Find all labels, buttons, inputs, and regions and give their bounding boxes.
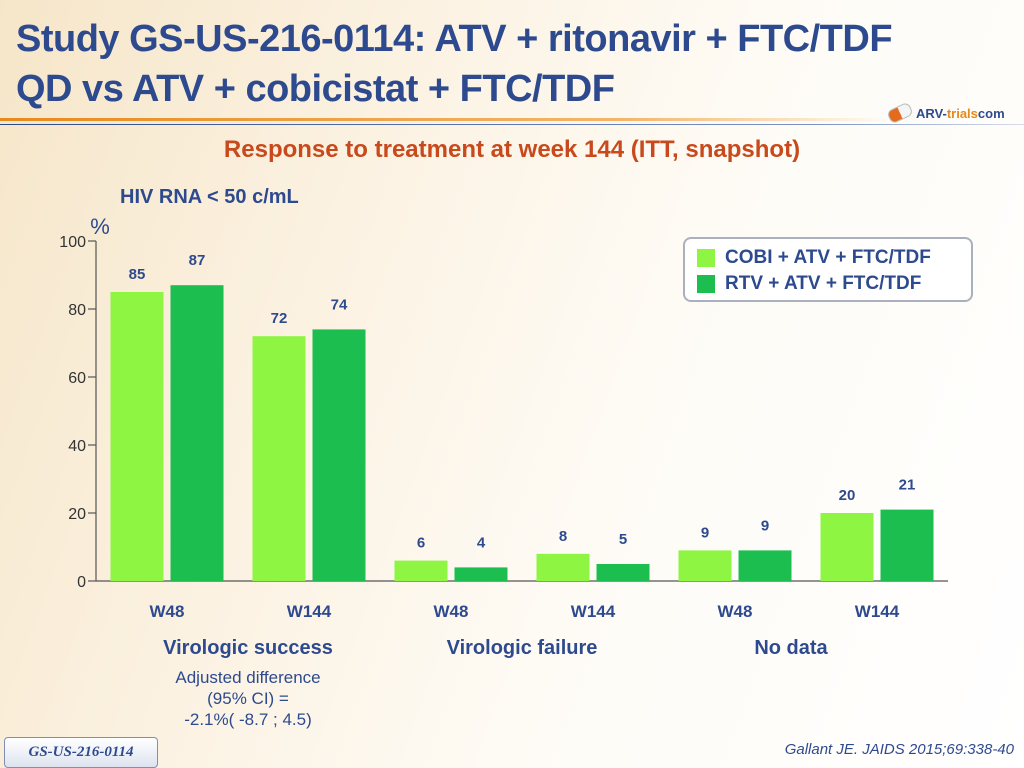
legend-item-rtv: RTV + ATV + FTC/TDF: [697, 271, 959, 297]
group-label-virologic-success: Virologic success: [163, 637, 333, 659]
bar-cobi-2: [394, 560, 448, 581]
bar-cobi-4: [678, 550, 732, 581]
data-label: 21: [899, 477, 916, 494]
bar-rtv-3: [596, 564, 650, 581]
bar-rtv-0: [170, 285, 224, 581]
title-underline: [0, 118, 890, 121]
y-tick-label: 100: [59, 234, 86, 251]
bar-cobi-1: [252, 336, 306, 581]
citation: Gallant JE. JAIDS 2015;69:338-40: [784, 741, 1014, 758]
bar-rtv-4: [738, 550, 792, 581]
data-label: 74: [331, 296, 348, 313]
x-tick-label: W144: [571, 602, 616, 621]
bar-cobi-3: [536, 553, 590, 581]
data-label: 20: [839, 487, 856, 504]
arv-trials-logo: ARV-trialscom: [886, 100, 1018, 126]
logo-text: ARV-trialscom: [916, 106, 1005, 121]
logo-accent: trials: [946, 105, 978, 121]
bar-cobi-0: [110, 292, 164, 581]
y-tick-label: 40: [68, 438, 86, 455]
measure-label: HIV RNA < 50 c/mL: [120, 186, 299, 208]
x-tick-label: W144: [287, 602, 332, 621]
x-tick-label: W48: [150, 602, 185, 621]
title-line-1: Study GS-US-216-0114: ATV + ritonavir + …: [16, 18, 893, 60]
data-label: 8: [559, 528, 567, 545]
y-tick-label: 20: [68, 506, 86, 523]
logo-main: ARV-: [916, 105, 947, 121]
group-label-no-data: No data: [754, 637, 828, 659]
chart-subtitle: Response to treatment at week 144 (ITT, …: [223, 136, 801, 163]
group-label-virologic-failure: Virologic failure: [446, 637, 598, 659]
data-label: 5: [619, 531, 627, 548]
data-label: 9: [701, 524, 709, 541]
data-label: 72: [271, 310, 288, 327]
note-line-1: Adjusted difference: [175, 668, 321, 687]
y-tick-label: 60: [68, 370, 86, 387]
data-label: 6: [417, 535, 425, 552]
logo-suffix: com: [977, 105, 1005, 121]
note-line-3: -2.1%( -8.7 ; 4.5): [184, 710, 312, 729]
legend-swatch-rtv: [697, 275, 715, 293]
x-tick-label: W48: [434, 602, 469, 621]
study-badge: GS-US-216-0114: [4, 737, 158, 768]
y-tick-label: 0: [77, 574, 86, 591]
note-line-2: (95% CI) =: [207, 689, 289, 708]
bar-rtv-5: [880, 509, 934, 581]
bar-rtv-1: [312, 329, 366, 581]
x-tick-label: W48: [718, 602, 753, 621]
legend-swatch-cobi: [697, 249, 715, 267]
y-axis-unit: %: [90, 214, 110, 239]
data-label: 9: [761, 517, 769, 534]
chart-legend: COBI + ATV + FTC/TDF RTV + ATV + FTC/TDF: [683, 237, 973, 302]
title-divider: [0, 124, 1024, 125]
legend-label-rtv: RTV + ATV + FTC/TDF: [725, 273, 922, 294]
legend-label-cobi: COBI + ATV + FTC/TDF: [725, 247, 931, 268]
data-label: 4: [477, 534, 486, 551]
data-label: 87: [189, 252, 206, 269]
title-line-2: QD vs ATV + cobicistat + FTC/TDF: [16, 68, 615, 110]
adjusted-difference-note: Adjusted difference (95% CI) = -2.1%( -8…: [175, 667, 320, 730]
data-label: 85: [129, 266, 146, 283]
bar-rtv-2: [454, 567, 508, 581]
slide-title: Study GS-US-216-0114: ATV + ritonavir + …: [16, 14, 976, 114]
x-tick-label: W144: [855, 602, 900, 621]
legend-item-cobi: COBI + ATV + FTC/TDF: [697, 245, 959, 271]
bar-cobi-5: [820, 513, 874, 581]
y-tick-label: 80: [68, 302, 86, 319]
